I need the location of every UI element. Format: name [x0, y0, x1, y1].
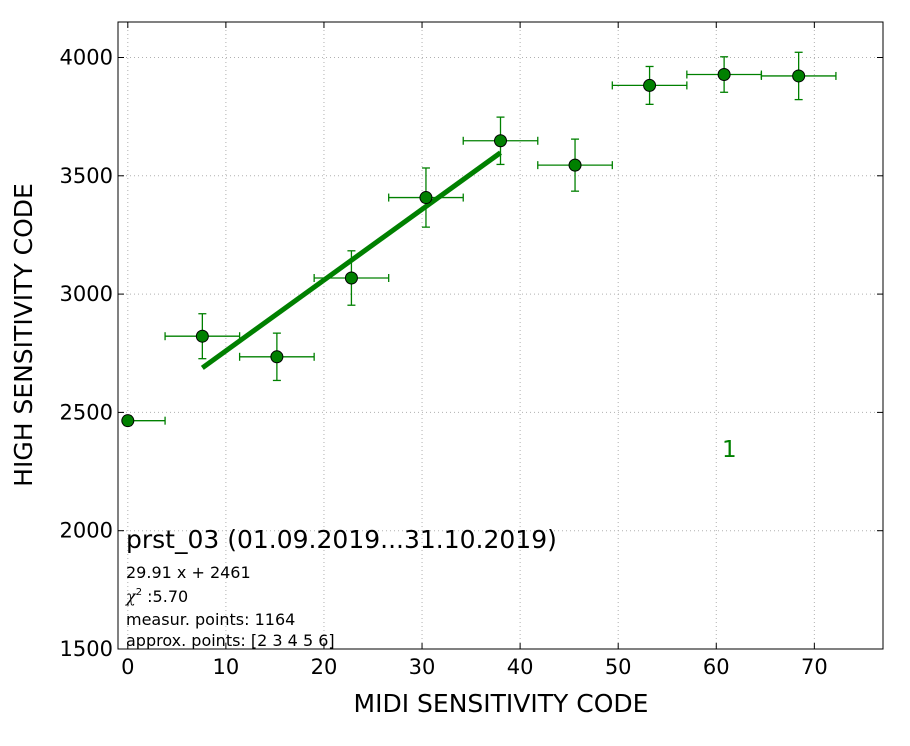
data-point — [792, 69, 806, 83]
data-point-group — [164, 313, 241, 360]
y-tick-label: 2000 — [60, 519, 113, 543]
data-point-group — [760, 51, 837, 101]
chi-value: :5.70 — [142, 587, 188, 606]
data-point-group — [313, 250, 390, 306]
data-point — [568, 158, 582, 172]
y-tick-label: 4000 — [60, 45, 113, 69]
series-number-label: 1 — [722, 437, 737, 463]
data-point — [643, 78, 657, 92]
x-tick-label: 50 — [605, 655, 632, 679]
data-points — [121, 51, 837, 428]
data-point — [270, 350, 284, 364]
data-point-group — [686, 56, 763, 93]
annotation-measur-points: measur. points: 1164 — [126, 610, 295, 629]
x-tick-label: 70 — [801, 655, 828, 679]
annotation-chi2: χ2 :5.70 — [125, 587, 188, 606]
data-point-group — [238, 332, 315, 382]
x-axis-label: MIDI SENSITIVITY CODE — [354, 689, 649, 718]
annotation-equation: 29.91 x + 2461 — [126, 563, 251, 582]
data-point — [419, 191, 433, 205]
chi-symbol: χ — [125, 587, 137, 606]
y-tick-label: 2500 — [60, 400, 113, 424]
data-point-group — [611, 65, 688, 105]
data-point-group — [462, 116, 539, 166]
x-tick-label: 0 — [121, 655, 134, 679]
data-point-group — [121, 414, 166, 428]
data-point-group — [537, 138, 613, 192]
x-tick-label: 30 — [409, 655, 436, 679]
x-tick-label: 40 — [507, 655, 534, 679]
annotation-approx-points: approx. points: [2 3 4 5 6] — [126, 631, 335, 650]
grid — [118, 22, 883, 650]
tick-labels: 0 10 20 30 40 50 60 70 1500 2000 2500 3000 3500 4000 — [60, 45, 828, 679]
data-point — [717, 68, 731, 82]
data-point — [344, 271, 358, 285]
plot-frame — [117, 21, 884, 650]
chi-exponent: 2 — [136, 587, 142, 598]
y-tick-label: 3000 — [60, 282, 113, 306]
data-point-group — [388, 167, 464, 228]
annotation-title: prst_03 (01.09.2019...31.10.2019) — [126, 525, 557, 554]
data-point — [494, 134, 507, 148]
data-point — [121, 414, 135, 428]
ticks — [118, 22, 883, 650]
x-tick-label: 20 — [311, 655, 338, 679]
x-tick-label: 10 — [213, 655, 240, 679]
y-axis-label: HIGH SENSITIVITY CODE — [9, 183, 38, 487]
y-tick-label: 1500 — [60, 637, 113, 661]
x-tick-label: 60 — [703, 655, 730, 679]
data-point — [195, 329, 209, 343]
y-tick-label: 3500 — [60, 164, 113, 188]
